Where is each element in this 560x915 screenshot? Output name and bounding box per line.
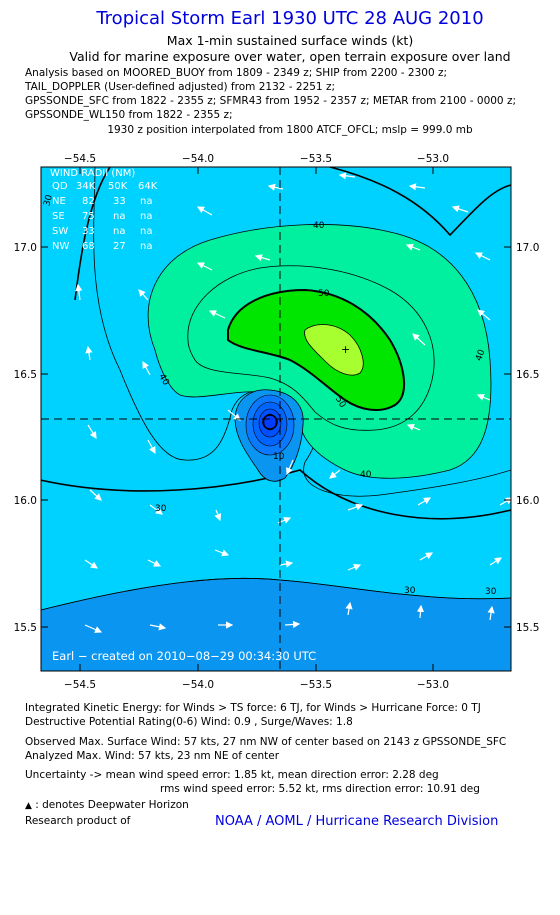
lat-tick-right: 17.0	[516, 242, 539, 254]
svg-text:40: 40	[474, 348, 487, 362]
plot-title: Tropical Storm Earl 1930 UTC 28 AUG 2010	[96, 8, 484, 29]
ike-line: Integrated Kinetic Energy: for Winds > T…	[25, 702, 481, 714]
wind-field: 40 50 40 40 50 10 40 30 30 30 + WIND RAD…	[41, 167, 511, 671]
svg-text:na: na	[113, 226, 125, 237]
legend-line: ▲ : denotes Deepwater Horizon	[25, 799, 189, 811]
wind-radii-table: WIND RADII (NM) QD 34K 50K 64K NE 82 33 …	[50, 168, 158, 252]
svg-text:33: 33	[82, 226, 95, 237]
svg-text:SE: SE	[52, 211, 65, 222]
lat-tick-right: 16.5	[516, 369, 539, 381]
svg-text:NW: NW	[52, 241, 69, 252]
svg-text:na: na	[140, 211, 152, 222]
legend-text: : denotes Deepwater Horizon	[35, 799, 189, 811]
wind-map: 40 50 40 40 50 10 40 30 30 30 + WIND RAD…	[14, 153, 540, 691]
svg-text:40: 40	[313, 221, 325, 231]
svg-text:82: 82	[82, 196, 95, 207]
lon-tick-top: −54.0	[182, 153, 214, 165]
lon-tick-top: −53.0	[417, 153, 449, 165]
lon-tick-bottom: −54.0	[182, 679, 214, 691]
band-60-plus	[304, 324, 364, 376]
lat-tick-left: 16.0	[14, 495, 37, 507]
research-line: Research product of	[25, 815, 131, 827]
position-note: 1930 z position interpolated from 1800 A…	[107, 124, 473, 136]
svg-text:na: na	[140, 241, 152, 252]
uncertainty-line-1: Uncertainty -> mean wind speed error: 1.…	[25, 769, 439, 781]
side-contour-label: 30	[42, 194, 55, 208]
svg-text:30: 30	[485, 587, 497, 597]
lon-tick-bottom: −53.0	[417, 679, 449, 691]
analysis-line-2: TAIL_DOPPLER (User-defined adjusted) fro…	[25, 81, 335, 93]
validity-line: Valid for marine exposure over water, op…	[69, 49, 511, 64]
svg-text:30: 30	[404, 586, 416, 596]
svg-text:QD: QD	[52, 181, 68, 192]
svg-text:10: 10	[273, 452, 285, 462]
svg-text:+: +	[341, 343, 350, 356]
axis-ticks	[41, 167, 511, 671]
uncertainty-line-2: rms wind speed error: 5.52 kt, rms direc…	[160, 783, 480, 795]
svg-text:SW: SW	[52, 226, 68, 237]
plot-subtitle: Max 1-min sustained surface winds (kt)	[166, 33, 414, 48]
lon-tick-top: −54.5	[64, 153, 96, 165]
axis-labels: −54.5 −54.0 −53.5 −53.0 −54.5 −54.0 −53.…	[14, 153, 540, 691]
lon-tick-top: −53.5	[300, 153, 332, 165]
storm-center-marker	[262, 414, 278, 430]
svg-text:na: na	[140, 196, 152, 207]
lat-tick-right: 15.5	[516, 622, 539, 634]
observed-max-line: Observed Max. Surface Wind: 57 kts, 27 n…	[25, 736, 507, 748]
svg-text:33: 33	[113, 196, 126, 207]
svg-text:50: 50	[318, 289, 330, 299]
credit-link[interactable]: NOAA / AOML / Hurricane Research Divisio…	[215, 814, 499, 829]
analyzed-max-line: Analyzed Max. Wind: 57 kts, 23 nm NE of …	[25, 750, 280, 762]
analysis-line-1: Analysis based on MOORED_BUOY from 1809 …	[25, 67, 448, 79]
lon-tick-bottom: −53.5	[300, 679, 332, 691]
svg-text:40: 40	[360, 470, 372, 480]
lat-tick-left: 17.0	[14, 242, 37, 254]
deepwater-horizon-triangle-icon: ▲	[25, 801, 32, 811]
contour-30-thick	[41, 469, 511, 520]
analysis-line-3: GPSSONDE_SFC from 1822 - 2355 z; SFMR43 …	[25, 95, 517, 107]
destructive-potential-line: Destructive Potential Rating(0-6) Wind: …	[25, 716, 353, 728]
lat-tick-left: 16.5	[14, 369, 37, 381]
svg-text:75: 75	[82, 211, 95, 222]
lat-tick-left: 15.5	[14, 622, 37, 634]
svg-text:na: na	[140, 226, 152, 237]
created-stamp: Earl − created on 2010−08−29 00:34:30 UT…	[52, 649, 316, 663]
svg-text:34K: 34K	[76, 181, 96, 192]
svg-text:na: na	[113, 211, 125, 222]
wind-vectors	[75, 172, 511, 633]
analysis-line-4: GPSSONDE_WL150 from 1822 - 2355 z;	[25, 109, 233, 121]
svg-text:27: 27	[113, 241, 126, 252]
wind-radii-title: WIND RADII (NM)	[50, 168, 135, 179]
lon-tick-bottom: −54.5	[64, 679, 96, 691]
svg-text:50K: 50K	[108, 181, 128, 192]
svg-text:64K: 64K	[138, 181, 158, 192]
svg-text:30: 30	[155, 504, 167, 514]
lat-tick-right: 16.0	[516, 495, 539, 507]
svg-text:NE: NE	[52, 196, 66, 207]
plot-frame	[40, 166, 512, 672]
svg-text:68: 68	[82, 241, 95, 252]
